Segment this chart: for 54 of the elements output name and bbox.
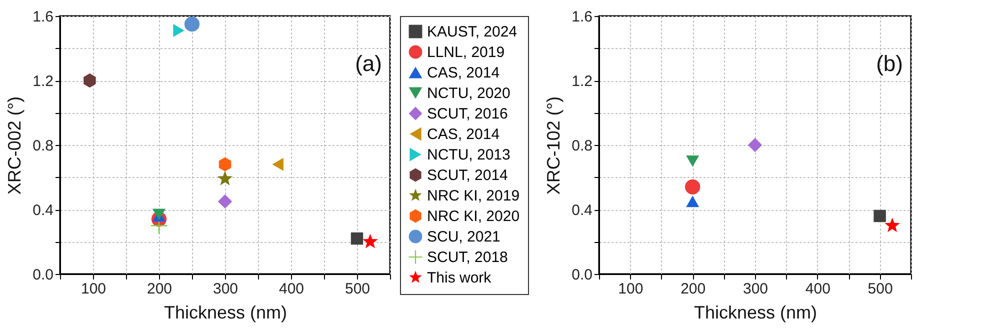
legend-label: KAUST, 2024 [427,24,518,40]
y-tick-label: 0.0 [572,266,592,284]
x-tick-label: 400 [278,280,304,298]
legend-label: CAS, 2014 [427,64,500,82]
legend-label: NRC KI, 2020 [427,208,520,225]
legend-label: CAS, 2014 [427,126,500,143]
y-tick-label: 0.8 [572,138,592,154]
y-tick-label: 1.6 [32,8,54,26]
x-tick-label: 200 [146,280,172,298]
y-axis-title: XRC-102 (°) [544,96,564,195]
y-tick-label: 1.2 [572,73,592,90]
point [84,73,96,88]
x-tick-label: 500 [344,280,370,298]
x-axis-title: Thickness (nm) [694,302,818,322]
x-axis-title: Thickness (nm) [164,302,288,322]
y-axis-title: XRC-002 (°) [4,96,25,195]
point [272,158,284,171]
x-tick-label: 100 [618,280,644,298]
point [362,234,378,248]
legend-label: LLNL, 2019 [427,44,505,61]
point [218,157,232,172]
point [874,210,886,222]
legend-label: SCUT, 2016 [427,106,508,122]
point [350,232,364,245]
legend-label: SCU, 2021 [427,228,500,246]
y-tick-label: 0.4 [572,202,592,219]
annotation: (b) [876,51,903,76]
legend-label: NCTU, 2013 [427,146,510,164]
point [685,179,700,194]
point [686,196,700,208]
point [173,24,184,38]
annotation: (a) [355,51,382,76]
legend-label: NCTU, 2020 [427,85,510,102]
point [884,218,900,232]
legend-label: This work [427,270,492,286]
y-tick-label: 1.2 [32,73,54,90]
point [217,170,233,186]
x-tick-label: 100 [80,280,106,298]
point [748,138,762,152]
x-tick-label: 400 [805,280,830,298]
y-tick-label: 0.8 [32,138,54,154]
point [218,194,232,209]
point [686,155,700,167]
x-tick-label: 300 [742,280,768,298]
x-tick-label: 500 [868,280,893,298]
point [184,16,200,32]
legend-label: SCUT, 2018 [427,249,508,266]
x-tick-label: 300 [212,280,238,298]
x-tick-label: 200 [680,280,706,298]
legend-label: NRC KI, 2019 [427,188,520,204]
y-tick-label: 0.4 [32,202,54,219]
legend-label: SCUT, 2014 [427,167,508,184]
y-tick-label: 1.6 [572,8,592,26]
y-tick-label: 0.0 [32,266,54,284]
